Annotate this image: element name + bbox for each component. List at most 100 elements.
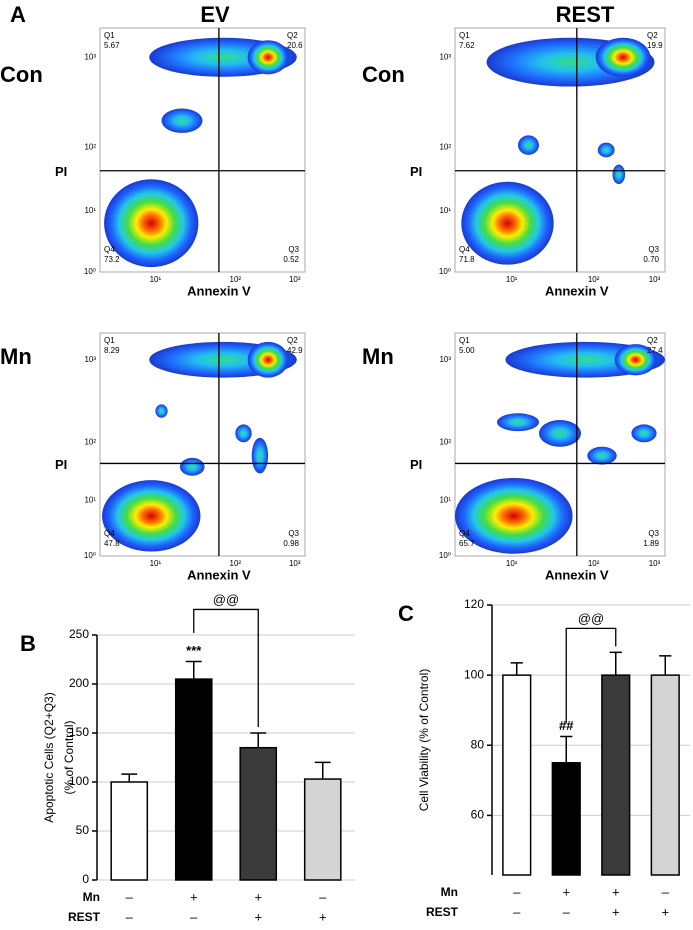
row-label: REST (426, 905, 459, 919)
column-title: REST (556, 2, 615, 27)
axis-label: PI (410, 164, 422, 179)
density-blob (612, 164, 626, 185)
quadrant-value: 71.8 (459, 255, 475, 264)
y-tick-label: 10³ (439, 52, 451, 61)
bar (601, 674, 631, 876)
axis-label: Annexin V (545, 567, 609, 582)
condition-sign: + (612, 904, 620, 919)
quadrant-name: Q2 (287, 336, 298, 345)
quadrant-value: 73.2 (104, 255, 120, 264)
density-blob (587, 446, 617, 465)
significance-bracket (193, 608, 259, 727)
density-blob (179, 457, 205, 476)
quadrant-name: Q1 (104, 31, 115, 40)
x-tick-label: 10¹ (150, 559, 162, 568)
condition-sign: + (254, 889, 262, 904)
quadrant-value: 8.29 (104, 346, 120, 355)
quadrant-value: 27.4 (647, 346, 663, 355)
density-blob (247, 40, 289, 75)
y-tick-label: 10⁰ (84, 551, 96, 560)
bar (174, 678, 213, 881)
y-tick-label: 10² (439, 437, 451, 446)
y-tick-label: 200 (69, 676, 89, 690)
y-tick-label: 10¹ (84, 206, 96, 215)
bar (303, 778, 342, 881)
x-tick-label: 10¹ (150, 275, 162, 284)
y-tick-label: 10¹ (439, 206, 451, 215)
density-blob (251, 437, 269, 474)
quadrant-name: Q3 (288, 529, 299, 538)
quadrant-value: 7.62 (459, 41, 475, 50)
x-tick-label: 10¹ (506, 275, 518, 284)
density-blob (497, 413, 539, 432)
density-blob (614, 344, 657, 376)
bar (502, 674, 532, 876)
density-blob (235, 424, 252, 443)
significance-bracket (565, 627, 617, 724)
condition-sign: + (661, 904, 669, 919)
row-title: Mn (362, 344, 394, 369)
y-tick-label: 10³ (84, 355, 96, 364)
density-blob (597, 142, 615, 158)
quadrant-name: Q1 (459, 31, 470, 40)
y-tick-label: 10⁰ (439, 267, 451, 276)
quadrant-value: 1.89 (643, 539, 659, 548)
y-tick-label: 10² (84, 143, 96, 152)
condition-sign: – (662, 884, 670, 899)
condition-sign: – (126, 889, 134, 904)
axis-label: Annexin V (187, 283, 251, 298)
row-title: Con (362, 62, 405, 87)
condition-sign: – (319, 889, 327, 904)
condition-sign: + (190, 889, 198, 904)
bar (551, 762, 581, 876)
y-tick-label: 60 (471, 808, 485, 822)
axis-label: PI (55, 457, 67, 472)
y-tick-label: 10³ (439, 355, 451, 364)
y-tick-label: 10⁰ (439, 551, 451, 560)
y-axis-label: Apoptotic Cells (Q2+Q3) (42, 692, 56, 822)
x-tick-label: 10³ (289, 275, 301, 284)
quadrant-name: Q2 (647, 31, 658, 40)
quadrant-name: Q3 (288, 245, 299, 254)
bar (650, 674, 680, 876)
density-blob (104, 179, 199, 268)
row-title: Con (0, 62, 43, 87)
condition-sign: – (126, 909, 134, 924)
density-blob (595, 37, 651, 77)
condition-sign: + (319, 909, 327, 924)
condition-sign: + (612, 884, 620, 899)
quadrant-name: Q2 (287, 31, 298, 40)
density-blob (461, 181, 554, 265)
quadrant-name: Q2 (647, 336, 658, 345)
row-label: Mn (441, 885, 458, 899)
y-tick-label: 10¹ (84, 495, 96, 504)
row-title: Mn (0, 344, 32, 369)
x-tick-label: 10² (588, 559, 600, 568)
quadrant-value: 19.9 (647, 41, 663, 50)
x-tick-label: 10² (230, 559, 242, 568)
axis-label: Annexin V (187, 567, 251, 582)
axis-label: PI (410, 457, 422, 472)
significance-label: *** (186, 643, 202, 658)
y-tick-label: 10⁰ (84, 267, 96, 276)
y-axis-label: Cell Viability (% of Control) (417, 669, 431, 812)
quadrant-name: Q4 (459, 245, 470, 254)
column-title: EV (200, 2, 230, 27)
x-tick-label: 10³ (289, 559, 301, 568)
density-blob (102, 480, 201, 552)
x-tick-label: 10³ (649, 275, 661, 284)
quadrant-name: Q3 (648, 245, 659, 254)
significance-label: ## (559, 718, 574, 733)
y-tick-label: 120 (464, 597, 484, 611)
condition-sign: – (513, 884, 521, 899)
x-tick-label: 10³ (649, 559, 661, 568)
y-tick-label: 10² (439, 143, 451, 152)
density-blob (539, 419, 581, 447)
panel-label: B (20, 631, 36, 656)
panel-label: A (10, 2, 26, 27)
x-tick-label: 10² (588, 275, 600, 284)
quadrant-value: 20.6 (287, 41, 303, 50)
